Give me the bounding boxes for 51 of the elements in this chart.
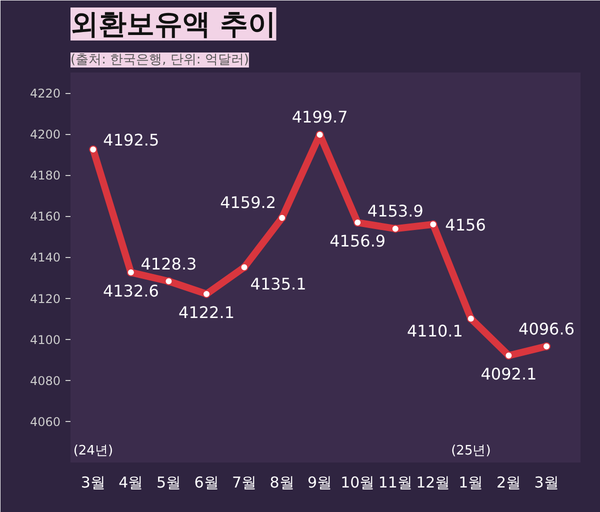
y-tick-label: 4100 (30, 332, 61, 347)
y-tick-label: 4080 (30, 374, 61, 388)
x-tick-label: 3월 (534, 474, 559, 492)
x-tick-label: 6월 (194, 474, 219, 492)
x-tick-label: 9월 (308, 474, 332, 492)
chart-subtitle: (출처: 한국은행, 단위: 억달러) (70, 52, 249, 68)
data-label: 4110.1 (406, 322, 463, 341)
data-label: 4092.1 (480, 364, 537, 384)
y-tick-label: 4140 (30, 250, 61, 265)
y-tick-label: 4200 (30, 128, 61, 142)
y-tick-label: 4180 (30, 168, 61, 183)
y-tick-label: 4160 (30, 210, 61, 224)
x-tick-label: 2월 (496, 474, 521, 492)
point (240, 263, 248, 272)
point (164, 277, 173, 286)
x-tick-label: 7월 (232, 474, 257, 492)
x-tick-label: 8월 (270, 474, 294, 492)
point (504, 352, 513, 360)
point (89, 145, 98, 154)
y-tick-label: 4060 (30, 414, 61, 429)
point (391, 224, 400, 233)
chart-title: 외환보유액 추이 (70, 8, 276, 40)
data-label: 4153.9 (367, 202, 424, 221)
point (542, 342, 550, 350)
x-tick-label: 10월 (340, 474, 375, 492)
data-label: 4135.1 (250, 274, 306, 294)
point (466, 314, 475, 323)
data-label: 4192.5 (103, 130, 160, 150)
annotation: (24년) (73, 444, 114, 458)
point (126, 268, 135, 276)
annotation: (25년) (451, 444, 491, 458)
y-tick-label: 4220 (30, 86, 61, 101)
x-tick-label: 12월 (416, 474, 450, 492)
data-label: 4156.9 (330, 232, 386, 251)
data-label: 4096.6 (518, 319, 574, 338)
data-label: 4199.7 (292, 108, 348, 127)
point (316, 130, 324, 139)
x-tick-label: 1월 (458, 474, 484, 492)
point (278, 214, 286, 222)
data-label: 4132.6 (102, 281, 159, 300)
x-tick-label: 11월 (378, 474, 412, 492)
data-label: 4159.2 (220, 192, 276, 212)
point (354, 218, 362, 227)
x-tick-label: 5월 (156, 474, 181, 492)
y-tick-label: 4120 (30, 292, 61, 306)
data-label: 4128.3 (140, 254, 197, 274)
point (429, 220, 438, 228)
x-tick-label: 3월 (80, 474, 106, 492)
data-label: 4122.1 (178, 302, 234, 322)
data-label: 4156 (445, 215, 486, 234)
x-tick-label: 4월 (118, 474, 144, 492)
